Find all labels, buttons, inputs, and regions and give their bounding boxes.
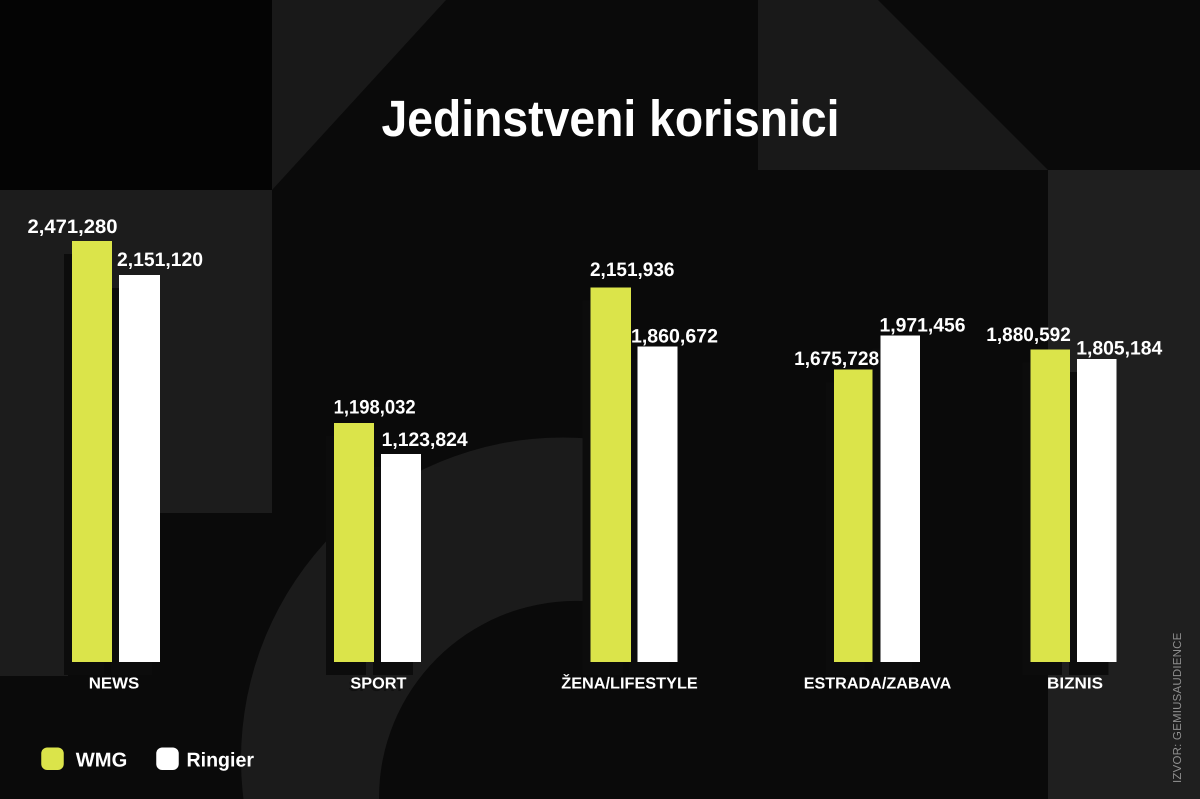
svg-text:2,471,280: 2,471,280	[28, 216, 118, 238]
svg-text:1,805,184: 1,805,184	[1076, 338, 1162, 360]
svg-text:BIZNIS: BIZNIS	[1047, 676, 1103, 693]
svg-text:Ringier: Ringier	[187, 750, 255, 772]
svg-text:SPORT: SPORT	[350, 676, 406, 693]
svg-text:NEWS: NEWS	[89, 676, 140, 693]
svg-text:2,151,120: 2,151,120	[117, 249, 203, 271]
svg-text:1,198,032: 1,198,032	[334, 397, 416, 419]
svg-text:WMG: WMG	[76, 750, 128, 772]
svg-text:1,675,728: 1,675,728	[794, 348, 879, 370]
svg-text:IZVOR: GEMIUSAUDIENCE: IZVOR: GEMIUSAUDIENCE	[1172, 632, 1184, 783]
svg-text:2,151,936: 2,151,936	[590, 259, 675, 281]
svg-text:1,860,672: 1,860,672	[631, 326, 718, 348]
svg-text:1,123,824: 1,123,824	[382, 429, 468, 451]
svg-text:1,880,592: 1,880,592	[986, 324, 1071, 346]
svg-text:SPORT: SPORT	[349, 678, 405, 695]
svg-text:Jedinstveni korisnici: Jedinstveni korisnici	[382, 90, 840, 147]
svg-text:1,971,456: 1,971,456	[880, 315, 966, 337]
svg-text:ESTRADA/ZABAVA: ESTRADA/ZABAVA	[804, 676, 952, 693]
svg-text:ŽENA/LIFESTYLE: ŽENA/LIFESTYLE	[561, 674, 698, 693]
